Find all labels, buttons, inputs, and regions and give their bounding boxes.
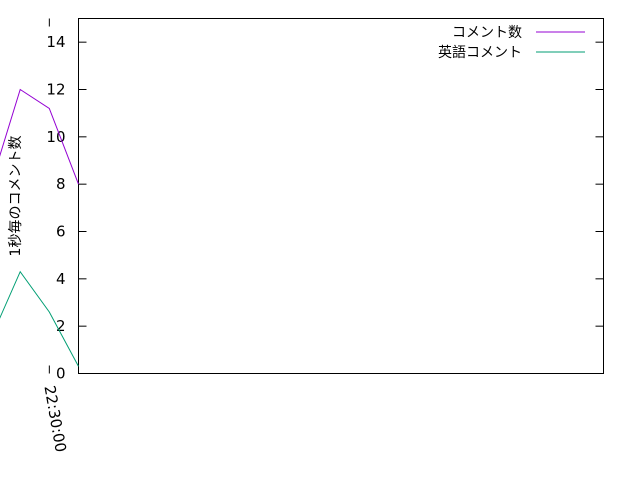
- legend-label-english-comments: 英語コメント: [438, 44, 522, 61]
- y-tick-label: 14: [46, 33, 65, 51]
- y-tick-label: 6: [56, 223, 66, 241]
- y-tick-label: 12: [46, 81, 65, 99]
- y-tick-label: 0: [56, 365, 66, 383]
- y-axis-label: 1秒毎のコメント数: [8, 136, 24, 257]
- x-tick-label: 22:30:00: [40, 384, 69, 453]
- y-tick-label: 4: [56, 270, 66, 288]
- plot-frame: [78, 18, 604, 374]
- legend: コメント数 英語コメント: [438, 25, 585, 61]
- y-tick-label: 8: [56, 175, 66, 193]
- y-tick-label: 10: [46, 128, 65, 146]
- y-axis-ticks: 0 2 4 6 8 10 12 14: [46, 33, 604, 383]
- legend-label-comments: コメント数: [452, 25, 522, 41]
- series-line-1: [0, 270, 79, 367]
- y-tick-label: 2: [56, 317, 66, 335]
